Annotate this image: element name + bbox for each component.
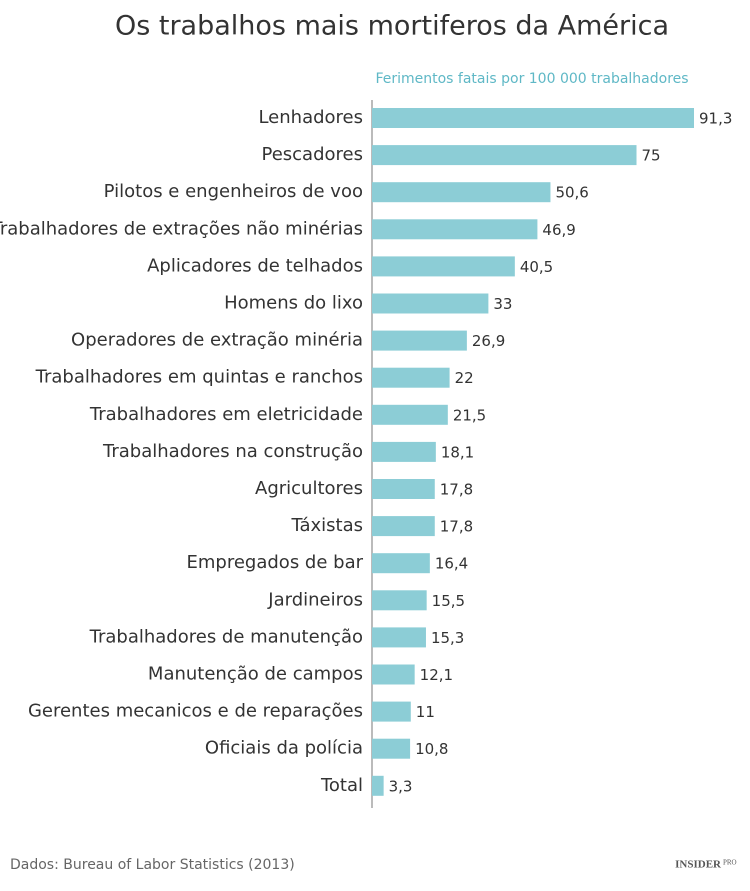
- bar: [372, 145, 637, 166]
- value-label: 46,9: [542, 221, 575, 239]
- bar: [372, 256, 515, 277]
- chart-title: Os trabalhos mais mortiferos da América: [115, 11, 669, 42]
- bar: [372, 701, 411, 722]
- category-label: Total: [320, 775, 363, 796]
- axis-label: Ferimentos fatais por 100 000 trabalhado…: [375, 71, 688, 87]
- value-label: 50,6: [555, 184, 588, 202]
- bar: [372, 627, 426, 648]
- category-label: Trabalhadores em eletricidade: [89, 404, 363, 425]
- category-label: Empregados de bar: [187, 552, 364, 573]
- value-label: 22: [455, 369, 474, 387]
- bar: [372, 775, 384, 796]
- value-label: 75: [642, 147, 661, 165]
- category-label: Oficiais da polícia: [205, 738, 363, 759]
- value-label: 17,8: [440, 518, 473, 536]
- value-label: 33: [493, 295, 512, 313]
- value-label: 15,5: [432, 592, 465, 610]
- category-label: Jardineiros: [267, 589, 363, 610]
- category-label: Trabalhadores na construção: [102, 441, 363, 462]
- bar: [372, 182, 551, 203]
- category-label: Agricultores: [255, 478, 363, 499]
- bar: [372, 516, 435, 537]
- bar: [372, 738, 411, 759]
- category-label: Lenhadores: [258, 107, 363, 128]
- value-label: 3,3: [389, 777, 413, 795]
- category-label: Táxistas: [290, 515, 363, 536]
- brand-suffix: PRO: [723, 859, 737, 867]
- bar: [372, 293, 489, 314]
- value-label: 16,4: [435, 555, 468, 573]
- value-label: 91,3: [699, 110, 732, 128]
- bar: [372, 441, 436, 462]
- value-label: 15,3: [431, 629, 464, 647]
- bar: [372, 330, 467, 351]
- category-label: Operadores de extração minéria: [71, 330, 363, 351]
- category-label: Aplicadores de telhados: [147, 255, 363, 276]
- category-label: Pilotos e engenheiros de voo: [104, 181, 363, 202]
- value-label: 40,5: [520, 258, 553, 276]
- value-label: 12,1: [420, 666, 453, 684]
- bar: [372, 367, 450, 388]
- category-label: Gerentes mecanicos e de reparações: [28, 701, 363, 722]
- brand: INSIDER: [675, 859, 722, 871]
- bar: [372, 664, 415, 685]
- value-label: 11: [416, 703, 435, 721]
- bar: [372, 553, 430, 574]
- bar: [372, 479, 435, 499]
- bar: [372, 404, 448, 425]
- category-label: Trabalhadores em quintas e ranchos: [35, 367, 363, 388]
- value-label: 26,9: [472, 332, 505, 350]
- bar: [372, 108, 694, 128]
- value-label: 18,1: [441, 443, 474, 461]
- value-label: 10,8: [415, 740, 448, 758]
- category-label: Pescadores: [262, 144, 364, 165]
- source: Dados: Bureau of Labor Statistics (2013): [10, 857, 295, 873]
- category-label: Trabalhadores de manutenção: [89, 626, 363, 647]
- category-label: Homens do lixo: [224, 293, 363, 314]
- bar: [372, 590, 427, 611]
- value-label: 21,5: [453, 406, 486, 424]
- category-label: Manutenção de campos: [148, 664, 363, 685]
- bar: [372, 219, 538, 240]
- value-label: 17,8: [440, 481, 473, 499]
- category-label: Trabalhadores de extrações não minérias: [0, 218, 363, 239]
